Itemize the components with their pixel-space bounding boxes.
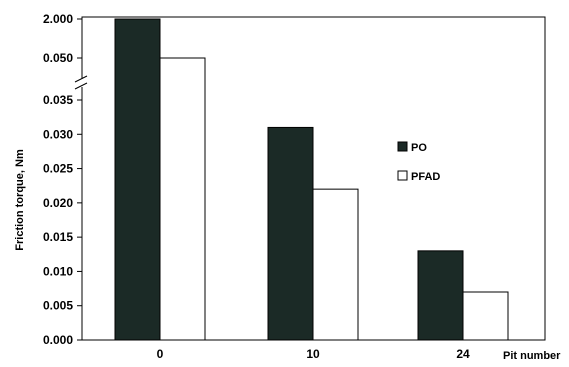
bars [114,18,509,341]
bar-pfad-0 [159,57,206,341]
y-tick-label: 0.035 [43,93,73,107]
bar-po-0 [114,18,161,341]
legend-swatch-po [397,141,408,152]
y-tick-label: 2.000 [43,12,73,26]
axis-break-slash [74,75,88,83]
y-tick-label: 0.025 [43,162,73,176]
y-tick-label: 0.020 [43,196,73,210]
bar-pfad-10 [312,188,359,341]
legend-label-po: PO [411,142,427,154]
y-tick-label: 0.000 [43,333,73,347]
x-tick-label: 0 [157,347,164,361]
x-axis-title: Pit number [503,350,561,362]
x-tick-label: 10 [306,347,320,361]
y-tick-label: 0.050 [43,51,73,65]
bar-po-24 [417,250,464,341]
x-tick-label: 24 [456,347,470,361]
bar-po-10 [267,126,314,341]
y-tick-labels: 0.000 0.005 0.010 0.015 0.020 0.025 0.030 0.035… [43,12,73,347]
x-tick-labels: 0 10 24 [157,347,470,361]
y-axis-title: Friction torque, Nm [14,149,26,251]
y-tick-label: 0.015 [43,230,73,244]
legend-swatch-pfad [397,170,408,181]
axis-break-gap [76,79,88,87]
y-tick-label: 0.010 [43,264,73,278]
axis-break-slash [74,82,88,90]
y-tick-label: 0.005 [43,299,73,313]
legend: PO PFAD [397,141,440,183]
legend-label-pfad: PFAD [411,171,440,183]
bar-pfad-24 [462,291,509,341]
y-tick-label: 0.030 [43,127,73,141]
